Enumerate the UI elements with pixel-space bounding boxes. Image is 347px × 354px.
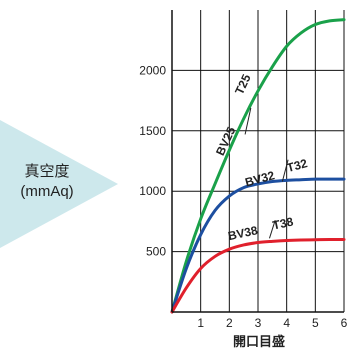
grid — [172, 10, 345, 312]
y-tick-label: 2000 — [139, 63, 166, 77]
series-label-slash-2 — [268, 220, 276, 239]
series-label-slash-0 — [244, 107, 252, 135]
series-label-left-2: BV38 — [227, 223, 260, 243]
x-tick-label: 3 — [255, 316, 262, 330]
y-label-arrow-shape — [0, 120, 118, 248]
y-tick-label: 500 — [146, 245, 166, 259]
y-tick-labels: 500 1000 1500 2000 — [139, 63, 166, 258]
series-lines — [170, 18, 346, 314]
x-tick-labels: 1 2 3 4 5 6 — [197, 316, 347, 330]
series-line-1 — [170, 177, 346, 314]
y-axis-label-line1: 真空度 — [24, 162, 69, 180]
x-tick-label: 1 — [197, 316, 204, 330]
y-axis-label-line2: (mmAq) — [20, 183, 73, 200]
y-tick-label: 1500 — [139, 124, 166, 138]
x-tick-label: 2 — [226, 316, 233, 330]
axes — [171, 10, 344, 313]
x-axis-title: 開口目盛 — [233, 334, 285, 349]
series-line-0 — [170, 18, 346, 314]
series-label-right-2: T38 — [271, 214, 294, 232]
y-tick-label: 1000 — [139, 184, 166, 198]
x-tick-label: 4 — [283, 316, 290, 330]
x-tick-label: 6 — [341, 316, 347, 330]
series-label-slash-1 — [281, 159, 289, 182]
series-label-right-1: T32 — [285, 156, 309, 175]
series-line-2 — [170, 238, 346, 314]
series-label-right-0: T25 — [232, 72, 254, 97]
x-tick-label: 5 — [312, 316, 319, 330]
series-label-left-1: BV32 — [244, 168, 277, 189]
